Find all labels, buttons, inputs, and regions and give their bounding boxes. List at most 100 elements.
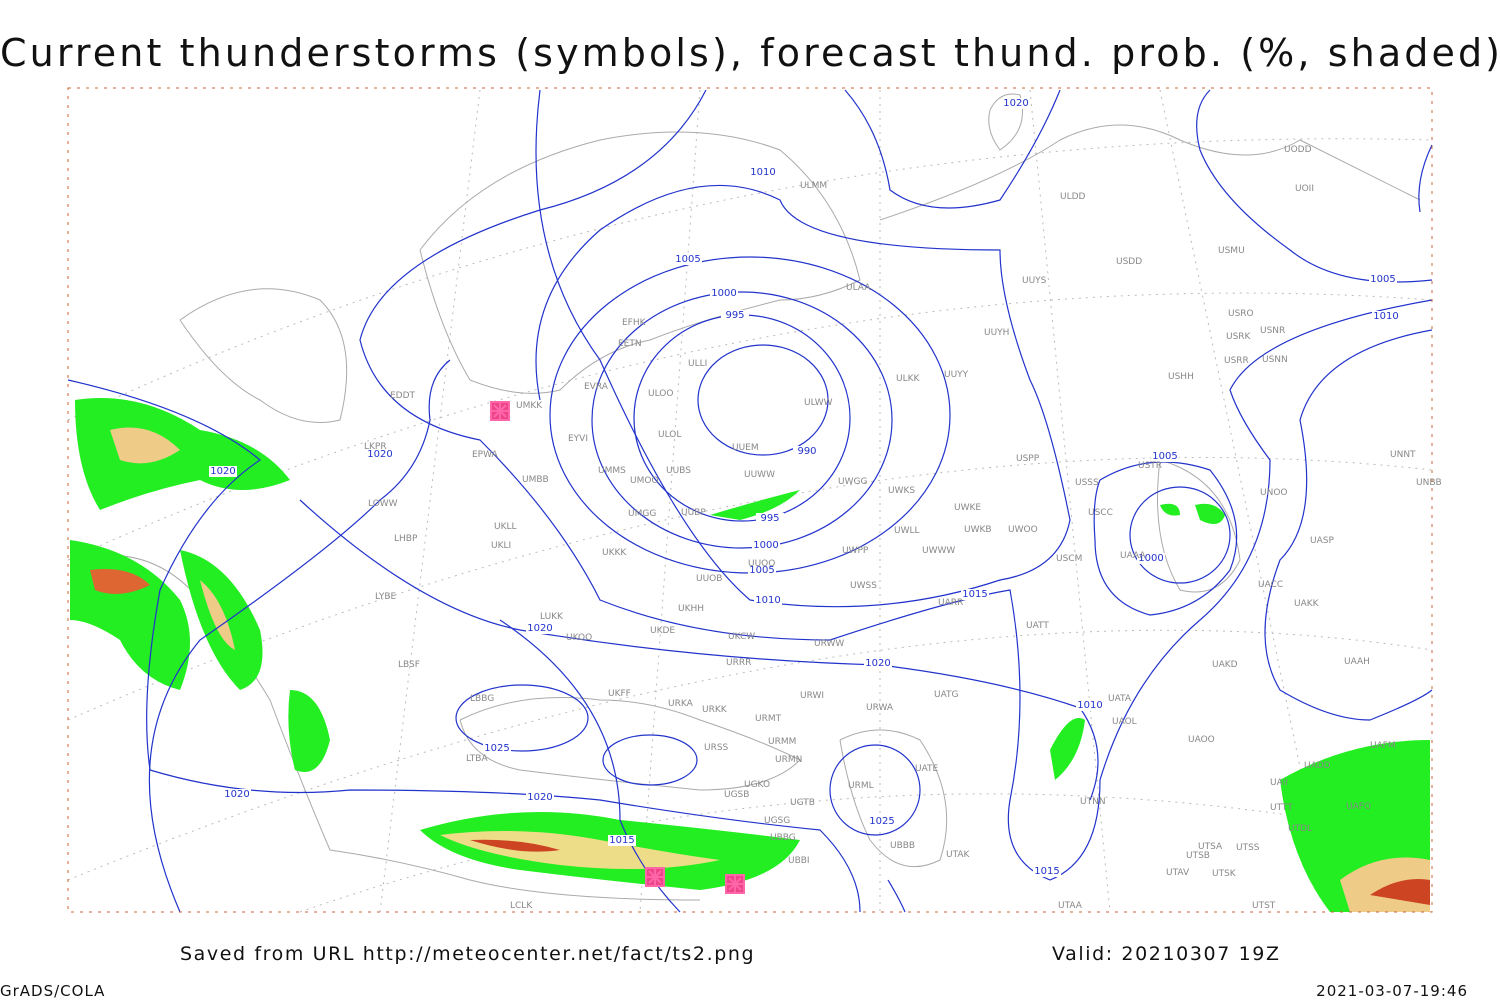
station-label: UARR (938, 598, 963, 608)
isobar (535, 89, 1071, 608)
station-label: UGSB (724, 790, 749, 800)
isobar-label: 1020 (1003, 98, 1028, 109)
station-label: UMGG (628, 509, 656, 519)
isobar (148, 359, 451, 913)
isobar-label-bg (223, 789, 251, 800)
graticule-line (639, 89, 701, 913)
station-label: USNR (1260, 326, 1285, 336)
isobar-label: 1020 (224, 789, 249, 800)
station-label: LKPR (364, 442, 387, 452)
station-label: URWW (814, 639, 844, 649)
station-label: UASP (1310, 536, 1334, 546)
isobar-label: 995 (760, 513, 779, 524)
isobar-label: 1005 (675, 254, 700, 265)
station-label: UAAA (1120, 551, 1146, 561)
isobar-label-bg (752, 540, 780, 551)
station-label: ULWW (804, 398, 833, 408)
shaded-area (1370, 879, 1430, 905)
isobar-label-bg (483, 743, 511, 754)
isobars (67, 89, 1433, 913)
symbol-shape (645, 867, 665, 887)
station-label: UTSS (1236, 843, 1260, 853)
station-label: UUYY (944, 370, 969, 380)
station-label: UOII (1295, 184, 1314, 194)
shaded-area (470, 839, 560, 852)
station-label: USPP (1016, 454, 1040, 464)
isobar-label-bg (1033, 866, 1061, 877)
station-label: UWKE (954, 503, 981, 513)
isobar-label: 1015 (962, 589, 987, 600)
station-label: UAFO (1346, 802, 1371, 812)
station-label: URSS (704, 743, 729, 753)
station-label: UWPP (842, 546, 869, 556)
isobar (455, 684, 589, 752)
station-label: UGTB (790, 798, 815, 808)
map-title: Current thunderstorms (symbols), forecas… (0, 31, 1500, 75)
isobar-label: 1010 (1373, 311, 1398, 322)
station-label: URMM (768, 737, 796, 747)
station-label: URWA (866, 703, 894, 713)
source-url: Saved from URL http://meteocenter.net/fa… (180, 943, 755, 965)
isobar (1264, 329, 1433, 721)
isobar (697, 344, 829, 456)
isobar-label-bg (793, 446, 821, 457)
station-label: USMU (1218, 246, 1245, 256)
station-label: URMN (775, 755, 802, 765)
station-label: UMBB (522, 475, 549, 485)
shaded-area (75, 398, 290, 510)
station-label: USDD (1116, 257, 1142, 267)
coastline (419, 131, 861, 394)
station-label: UNBB (1416, 478, 1442, 488)
station-label: UTNN (1080, 797, 1106, 807)
station-label: ULLI (688, 359, 707, 369)
station-label: UATG (934, 690, 959, 700)
isobar (591, 291, 893, 549)
station-label: UKLI (491, 541, 511, 551)
station-label: UBBB (890, 841, 915, 851)
isobar-label-bg (526, 792, 554, 803)
coastline (179, 288, 348, 423)
isobar-label: 1010 (755, 595, 780, 606)
map-frame: 1020 1010 1005 1000 995 990 995 1000 1005 1010 101… (67, 87, 1442, 913)
isobar-label: 1000 (753, 540, 778, 551)
station-label: UTST (1252, 901, 1276, 911)
isobar-label: 1020 (367, 449, 392, 460)
station-label: UUOB (696, 574, 722, 584)
station-label: UTSK (1212, 869, 1237, 879)
isobar-labels: 1020 1010 1005 1000 995 990 995 1000 1005 1010 101… (209, 98, 1400, 877)
station-labels: ULMM ULDD UODD UOII USMU USDD UUYS ULAA USRO USRK… (364, 145, 1442, 911)
isobar-label-bg (756, 513, 784, 524)
station-label: UKFF (608, 689, 631, 699)
station-label: UWKB (964, 525, 992, 535)
station-label: UTSA (1198, 842, 1223, 852)
station-label: ULOO (648, 389, 673, 399)
station-label: UMOO (630, 476, 659, 486)
station-label: UKOO (566, 633, 592, 643)
station-label: EYVI (568, 434, 588, 444)
isobar-label: 1010 (750, 167, 775, 178)
station-label: UKLL (494, 522, 517, 532)
isobar-label-bg (1372, 311, 1400, 322)
isobar (359, 89, 1433, 881)
station-label: UAFM (1370, 741, 1396, 751)
coastline (839, 729, 948, 868)
station-label: UWWW (922, 546, 955, 556)
station-label: URWI (800, 691, 824, 701)
station-label: UBBG (770, 833, 796, 843)
station-label: UUEM (732, 443, 759, 453)
probability-shading (70, 398, 1430, 912)
isobar-label: 1020 (527, 623, 552, 634)
station-label: UGKO (744, 780, 770, 790)
isobar-label: 1015 (609, 835, 634, 846)
station-label: UTAA (1058, 901, 1083, 911)
station-label: UNNT (1390, 450, 1416, 460)
station-label: UTSB (1186, 851, 1210, 861)
coastline (459, 697, 801, 791)
station-label: LUKK (540, 612, 564, 622)
station-label: UATT (1026, 621, 1049, 631)
station-label: ULMM (800, 181, 827, 191)
station-label: EVRA (584, 382, 609, 392)
station-label: UTDL (1288, 824, 1312, 834)
station-label: UATA (1108, 694, 1132, 704)
